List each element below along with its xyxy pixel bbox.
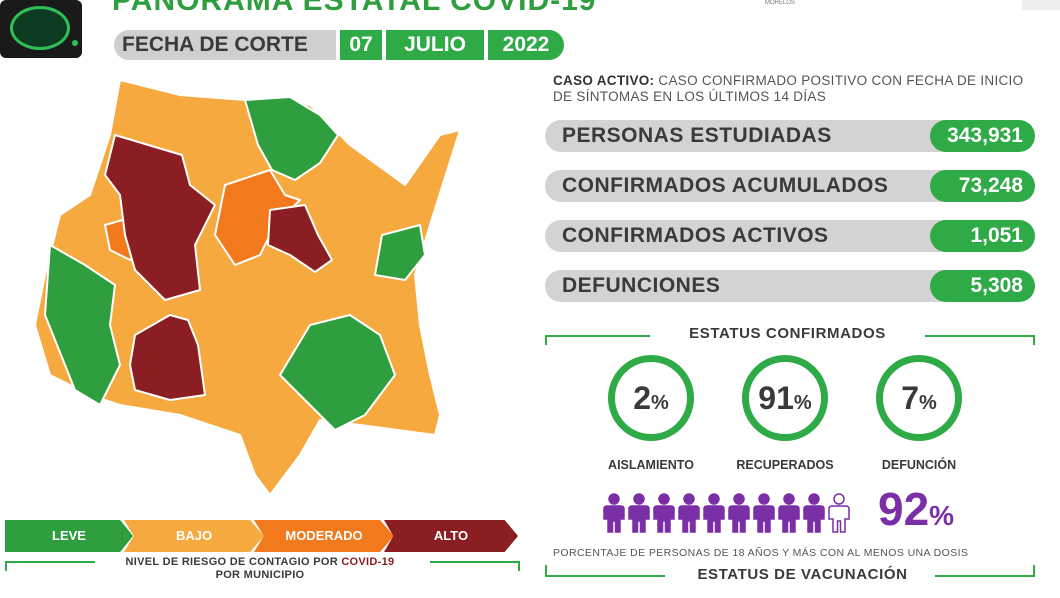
vacunacion-title: ESTATUS DE VACUNACIÓN <box>697 566 908 583</box>
cutoff-day: 07 <box>340 30 382 60</box>
map-region-leve-east <box>374 224 426 281</box>
person-icon-vaccinated <box>603 493 625 533</box>
defuncion-value: 7 <box>901 380 919 416</box>
person-icon-unvaccinated <box>828 493 850 533</box>
estatus-divider-right <box>925 335 1035 337</box>
vaccination-note: PORCENTAJE DE PERSONAS DE 18 AÑOS Y MÁS … <box>553 547 969 559</box>
vaccination-unit: % <box>929 500 955 531</box>
map-region-alto-northwest <box>104 134 216 301</box>
recuperados-unit: % <box>793 392 812 414</box>
defuncion-unit: % <box>919 392 937 414</box>
morelos-municipality-map <box>34 79 461 496</box>
person-icon-vaccinated <box>678 493 700 533</box>
stat-row-acumulados: CONFIRMADOS ACUMULADOS 73,248 <box>545 170 1035 202</box>
vacunacion-tick-right <box>1033 565 1035 575</box>
person-icon-vaccinated <box>628 493 650 533</box>
aislamiento-ring: 2% <box>608 355 694 441</box>
stat-label: DEFUNCIONES <box>545 270 945 302</box>
person-icon-vaccinated <box>753 493 775 533</box>
map-region-alto-central-east <box>267 204 333 273</box>
stat-value: 1,051 <box>930 220 1035 252</box>
stat-row-activos: CONFIRMADOS ACTIVOS 1,051 <box>545 220 1035 252</box>
aislamiento-label: AISLAMIENTO <box>608 458 694 472</box>
person-icon-vaccinated <box>803 493 825 533</box>
person-icon-vaccinated <box>703 493 725 533</box>
aislamiento-value: 2 <box>633 380 651 416</box>
legend-tick-left <box>5 561 7 571</box>
legend-bajo: BAJO <box>124 520 264 552</box>
person-icon-vaccinated <box>653 493 675 533</box>
estatus-divider-left <box>545 335 650 337</box>
defuncion-label: DEFUNCIÓN <box>881 458 957 472</box>
legend-tick-right <box>518 561 520 571</box>
recuperados-ring: 91% <box>742 355 828 441</box>
legend-note-text-2: POR MUNICIPIO <box>215 569 305 581</box>
cutoff-date-label: FECHA DE CORTE <box>114 30 336 60</box>
vaccination-value: 92 <box>878 483 930 535</box>
person-icon-vaccinated <box>728 493 750 533</box>
vaccination-percentage: 92% <box>878 482 954 536</box>
legend-divider-left <box>5 561 95 563</box>
stat-label: CONFIRMADOS ACTIVOS <box>545 220 945 252</box>
stat-label: CONFIRMADOS ACUMULADOS <box>545 170 945 202</box>
caso-activo-definition: CASO ACTIVO: CASO CONFIRMADO POSITIVO CO… <box>553 73 1033 105</box>
secondary-logo <box>1022 0 1060 10</box>
legend-alto: ALTO <box>384 520 518 552</box>
stat-row-defunciones: DEFUNCIONES 5,308 <box>545 270 1035 302</box>
legend-leve: LEVE <box>5 520 133 552</box>
vacunacion-divider-right <box>935 575 1035 577</box>
legend-note-highlight: COVID-19 <box>341 556 395 568</box>
estatus-title: ESTATUS CONFIRMADOS <box>689 325 886 342</box>
legend-divider-right <box>430 561 520 563</box>
legend-moderado: MODERADO <box>254 520 394 552</box>
estatus-tick-left <box>545 335 547 345</box>
aislamiento-unit: % <box>651 392 669 414</box>
page-title: PANORAMA ESTATAL COVID-19 <box>112 0 597 17</box>
recuperados-value: 91 <box>758 380 794 416</box>
legend-note-text: NIVEL DE RIESGO DE CONTAGIO POR <box>125 556 338 568</box>
stat-row-estudiadas: PERSONAS ESTUDIADAS 343,931 <box>545 120 1035 152</box>
stat-value: 73,248 <box>930 170 1035 202</box>
map-region-leve-west <box>44 244 121 406</box>
caso-activo-term: CASO ACTIVO: <box>553 73 655 88</box>
government-logo: MORELOS <box>764 0 795 6</box>
map-region-leve-north <box>244 96 339 181</box>
map-region-leve-southeast <box>279 314 396 431</box>
recuperados-label: RECUPERADOS <box>736 458 834 472</box>
cutoff-year: 2022 <box>488 30 564 60</box>
map-region-alto-southwest <box>129 314 206 401</box>
defuncion-ring: 7% <box>876 355 962 441</box>
legend-note: NIVEL DE RIESGO DE CONTAGIO POR COVID-19… <box>0 556 520 582</box>
person-icon-vaccinated <box>778 493 800 533</box>
cutoff-date-bar: FECHA DE CORTE 07 JULIO 2022 <box>114 30 564 60</box>
stat-label: PERSONAS ESTUDIADAS <box>545 120 945 152</box>
vacunacion-divider-left <box>545 575 665 577</box>
vacunacion-tick-left <box>545 565 547 575</box>
caso-activo-text: CASO CONFIRMADO POSITIVO CON FECHA DE IN… <box>553 73 1024 104</box>
estatus-tick-right <box>1033 335 1035 345</box>
stat-value: 5,308 <box>930 270 1035 302</box>
covid-semaforo-logo <box>0 0 82 58</box>
stat-value: 343,931 <box>930 120 1035 152</box>
cutoff-month: JULIO <box>386 30 484 60</box>
